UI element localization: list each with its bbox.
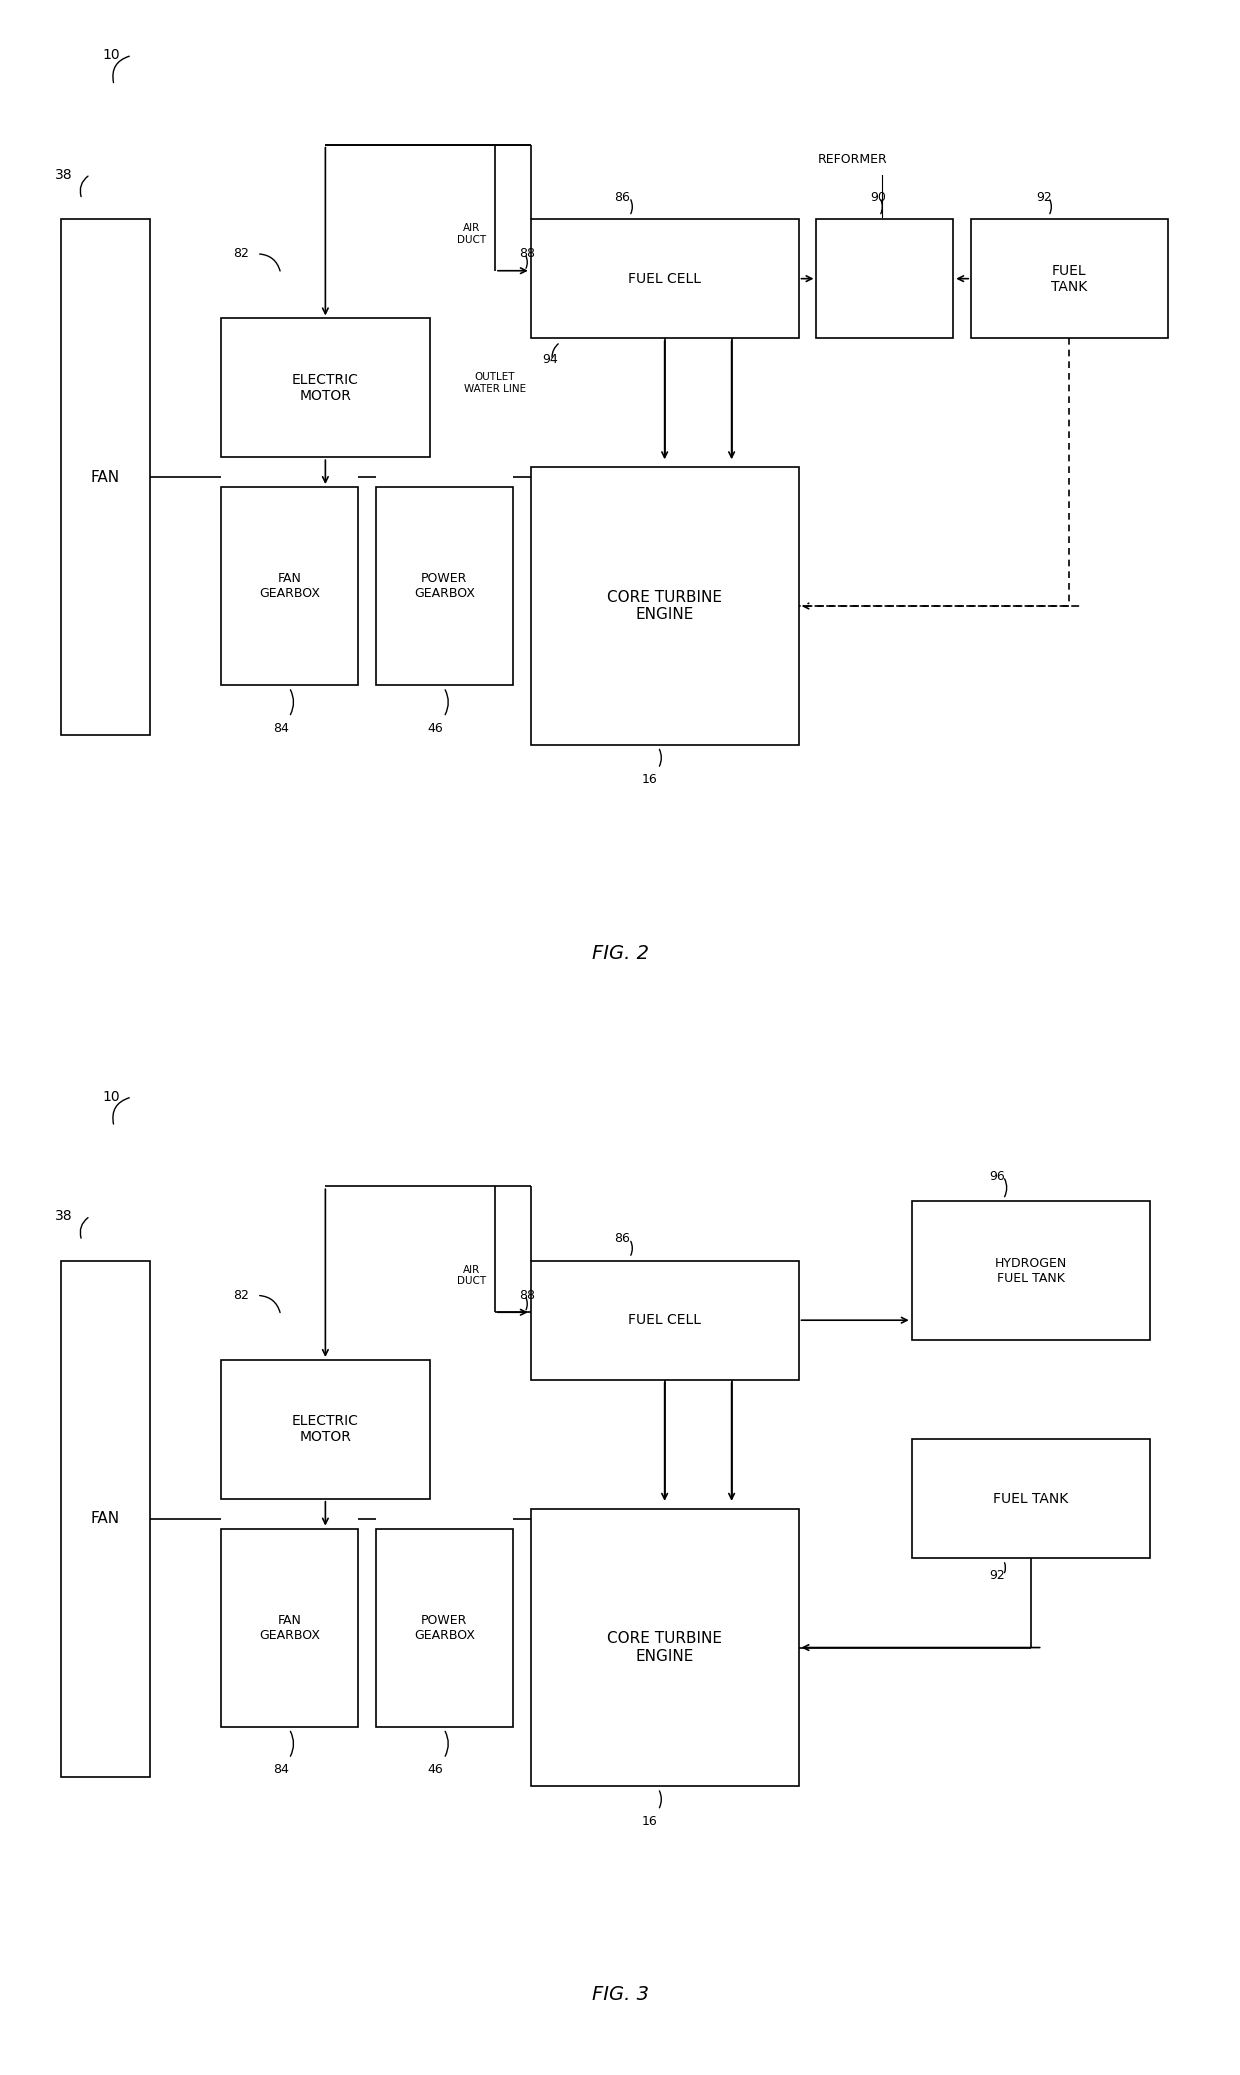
- Bar: [531, 467, 799, 745]
- Bar: [531, 1509, 799, 1787]
- Bar: [531, 220, 799, 338]
- Bar: [221, 1529, 358, 1726]
- Text: 46: 46: [428, 1764, 444, 1776]
- Bar: [221, 1359, 429, 1498]
- Bar: [61, 1262, 150, 1776]
- Text: 46: 46: [428, 722, 444, 735]
- Text: AIR
DUCT: AIR DUCT: [456, 224, 486, 245]
- Bar: [816, 220, 954, 338]
- Text: 94: 94: [543, 353, 558, 367]
- Bar: [61, 220, 150, 735]
- Text: 82: 82: [233, 1289, 249, 1301]
- Text: 84: 84: [273, 722, 289, 735]
- Bar: [911, 1201, 1149, 1340]
- Text: FAN: FAN: [91, 1511, 120, 1525]
- Text: 10: 10: [102, 48, 120, 62]
- Text: 38: 38: [55, 168, 72, 181]
- Text: POWER
GEARBOX: POWER GEARBOX: [414, 1614, 475, 1641]
- Text: 86: 86: [614, 191, 630, 203]
- Text: FAN
GEARBOX: FAN GEARBOX: [259, 573, 320, 600]
- Text: HYDROGEN
FUEL TANK: HYDROGEN FUEL TANK: [994, 1257, 1066, 1284]
- Text: FUEL TANK: FUEL TANK: [993, 1492, 1069, 1506]
- Text: 90: 90: [870, 191, 885, 203]
- Bar: [911, 1440, 1149, 1558]
- Text: FIG. 3: FIG. 3: [591, 1986, 649, 2004]
- Text: 84: 84: [273, 1764, 289, 1776]
- Text: CORE TURBINE
ENGINE: CORE TURBINE ENGINE: [608, 1631, 722, 1664]
- Text: 92: 92: [1037, 191, 1053, 203]
- Text: 88: 88: [518, 1289, 534, 1301]
- Bar: [531, 1262, 799, 1380]
- Text: REFORMER: REFORMER: [817, 154, 887, 166]
- Text: 86: 86: [614, 1233, 630, 1245]
- Text: FUEL CELL: FUEL CELL: [629, 1313, 701, 1328]
- Text: 88: 88: [518, 247, 534, 259]
- Bar: [971, 220, 1168, 338]
- Text: FAN: FAN: [91, 469, 120, 486]
- Text: AIR
DUCT: AIR DUCT: [456, 1266, 486, 1286]
- Text: OUTLET
WATER LINE: OUTLET WATER LINE: [464, 371, 526, 394]
- Text: 10: 10: [102, 1089, 120, 1104]
- Bar: [221, 317, 429, 456]
- Text: 16: 16: [642, 774, 657, 786]
- Text: FAN
GEARBOX: FAN GEARBOX: [259, 1614, 320, 1641]
- Text: 82: 82: [233, 247, 249, 259]
- Text: CORE TURBINE
ENGINE: CORE TURBINE ENGINE: [608, 589, 722, 622]
- Text: FIG. 2: FIG. 2: [591, 944, 649, 963]
- Text: FUEL
TANK: FUEL TANK: [1052, 264, 1087, 295]
- Text: FUEL CELL: FUEL CELL: [629, 272, 701, 286]
- Text: 38: 38: [55, 1210, 72, 1222]
- Text: 16: 16: [642, 1816, 657, 1828]
- Bar: [376, 488, 513, 685]
- Text: 96: 96: [990, 1170, 1004, 1183]
- Text: 92: 92: [990, 1569, 1004, 1581]
- Bar: [221, 488, 358, 685]
- Text: ELECTRIC
MOTOR: ELECTRIC MOTOR: [291, 374, 358, 403]
- Text: POWER
GEARBOX: POWER GEARBOX: [414, 573, 475, 600]
- Text: ELECTRIC
MOTOR: ELECTRIC MOTOR: [291, 1415, 358, 1444]
- Bar: [376, 1529, 513, 1726]
